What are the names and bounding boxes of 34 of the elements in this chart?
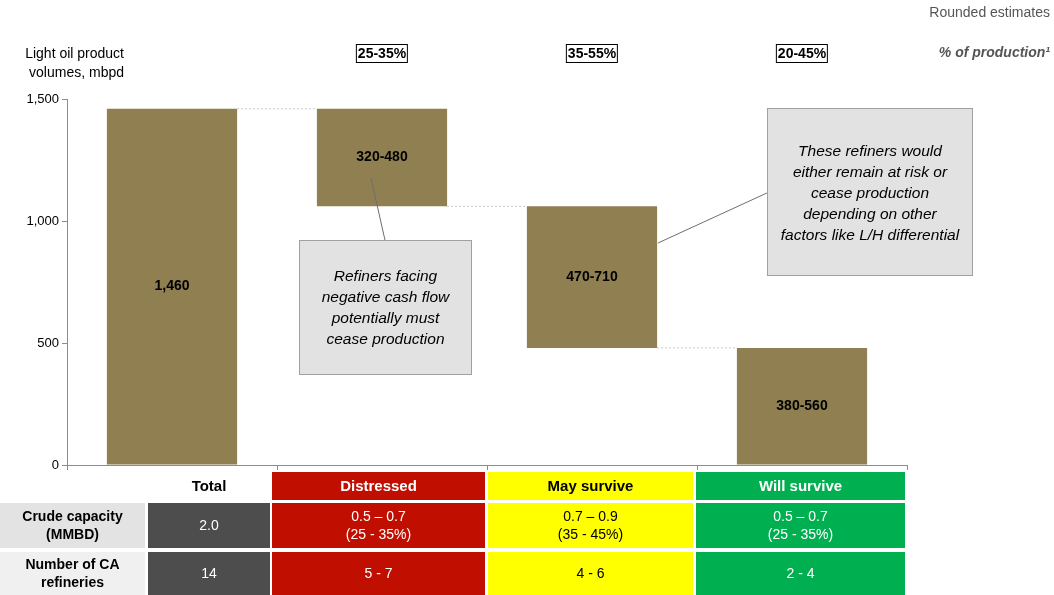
data-label: 320-480 — [356, 148, 408, 165]
y-tick-label: 0 — [51, 456, 59, 472]
text: 4 - 6 — [576, 564, 605, 581]
x-tick-label: May survive — [488, 472, 693, 500]
text: 14 — [201, 564, 217, 581]
x-tick-label: Distressed — [272, 472, 485, 500]
text: % of production¹ — [938, 44, 1050, 60]
text: 5 - 7 — [364, 564, 393, 581]
x-tick-label: Will survive — [696, 472, 905, 500]
text: 35-55% — [565, 44, 619, 63]
category-label: Number of CA refineries — [25, 556, 120, 590]
text: Rounded estimates — [929, 4, 1050, 20]
bar — [526, 206, 658, 348]
data-label: 380-560 — [776, 397, 828, 414]
y-axis-title: Light oil product volumes, mbpd — [24, 44, 124, 82]
y-tick-label: 500 — [37, 334, 59, 350]
text: 0.5 – 0.7 (25 - 35%) — [767, 508, 834, 542]
bar — [106, 108, 238, 465]
data-label: 1,460 — [154, 277, 190, 294]
text: 25-35% — [355, 44, 409, 63]
category-label: Crude capacity (MMBD) — [22, 508, 123, 542]
text: 0.5 – 0.7 (25 - 35%) — [345, 508, 412, 542]
annotation: These refiners would either remain at risk or cease production depending on other factors like L/H differential — [766, 108, 973, 276]
text: 0.7 – 0.9 (35 - 45%) — [557, 508, 624, 542]
y-tick-label: 1,500 — [26, 90, 59, 106]
data-label: 470-710 — [566, 267, 618, 284]
bar — [316, 108, 448, 207]
text: 2 - 4 — [786, 564, 815, 581]
y-tick-label: 1,000 — [26, 212, 59, 228]
text: 2.0 — [199, 516, 219, 533]
bar — [736, 347, 868, 465]
annotation: Refiners facing negative cash flow potentially must cease production — [299, 239, 472, 375]
x-tick-label: Total — [148, 472, 270, 500]
text: 20-45% — [775, 44, 829, 63]
